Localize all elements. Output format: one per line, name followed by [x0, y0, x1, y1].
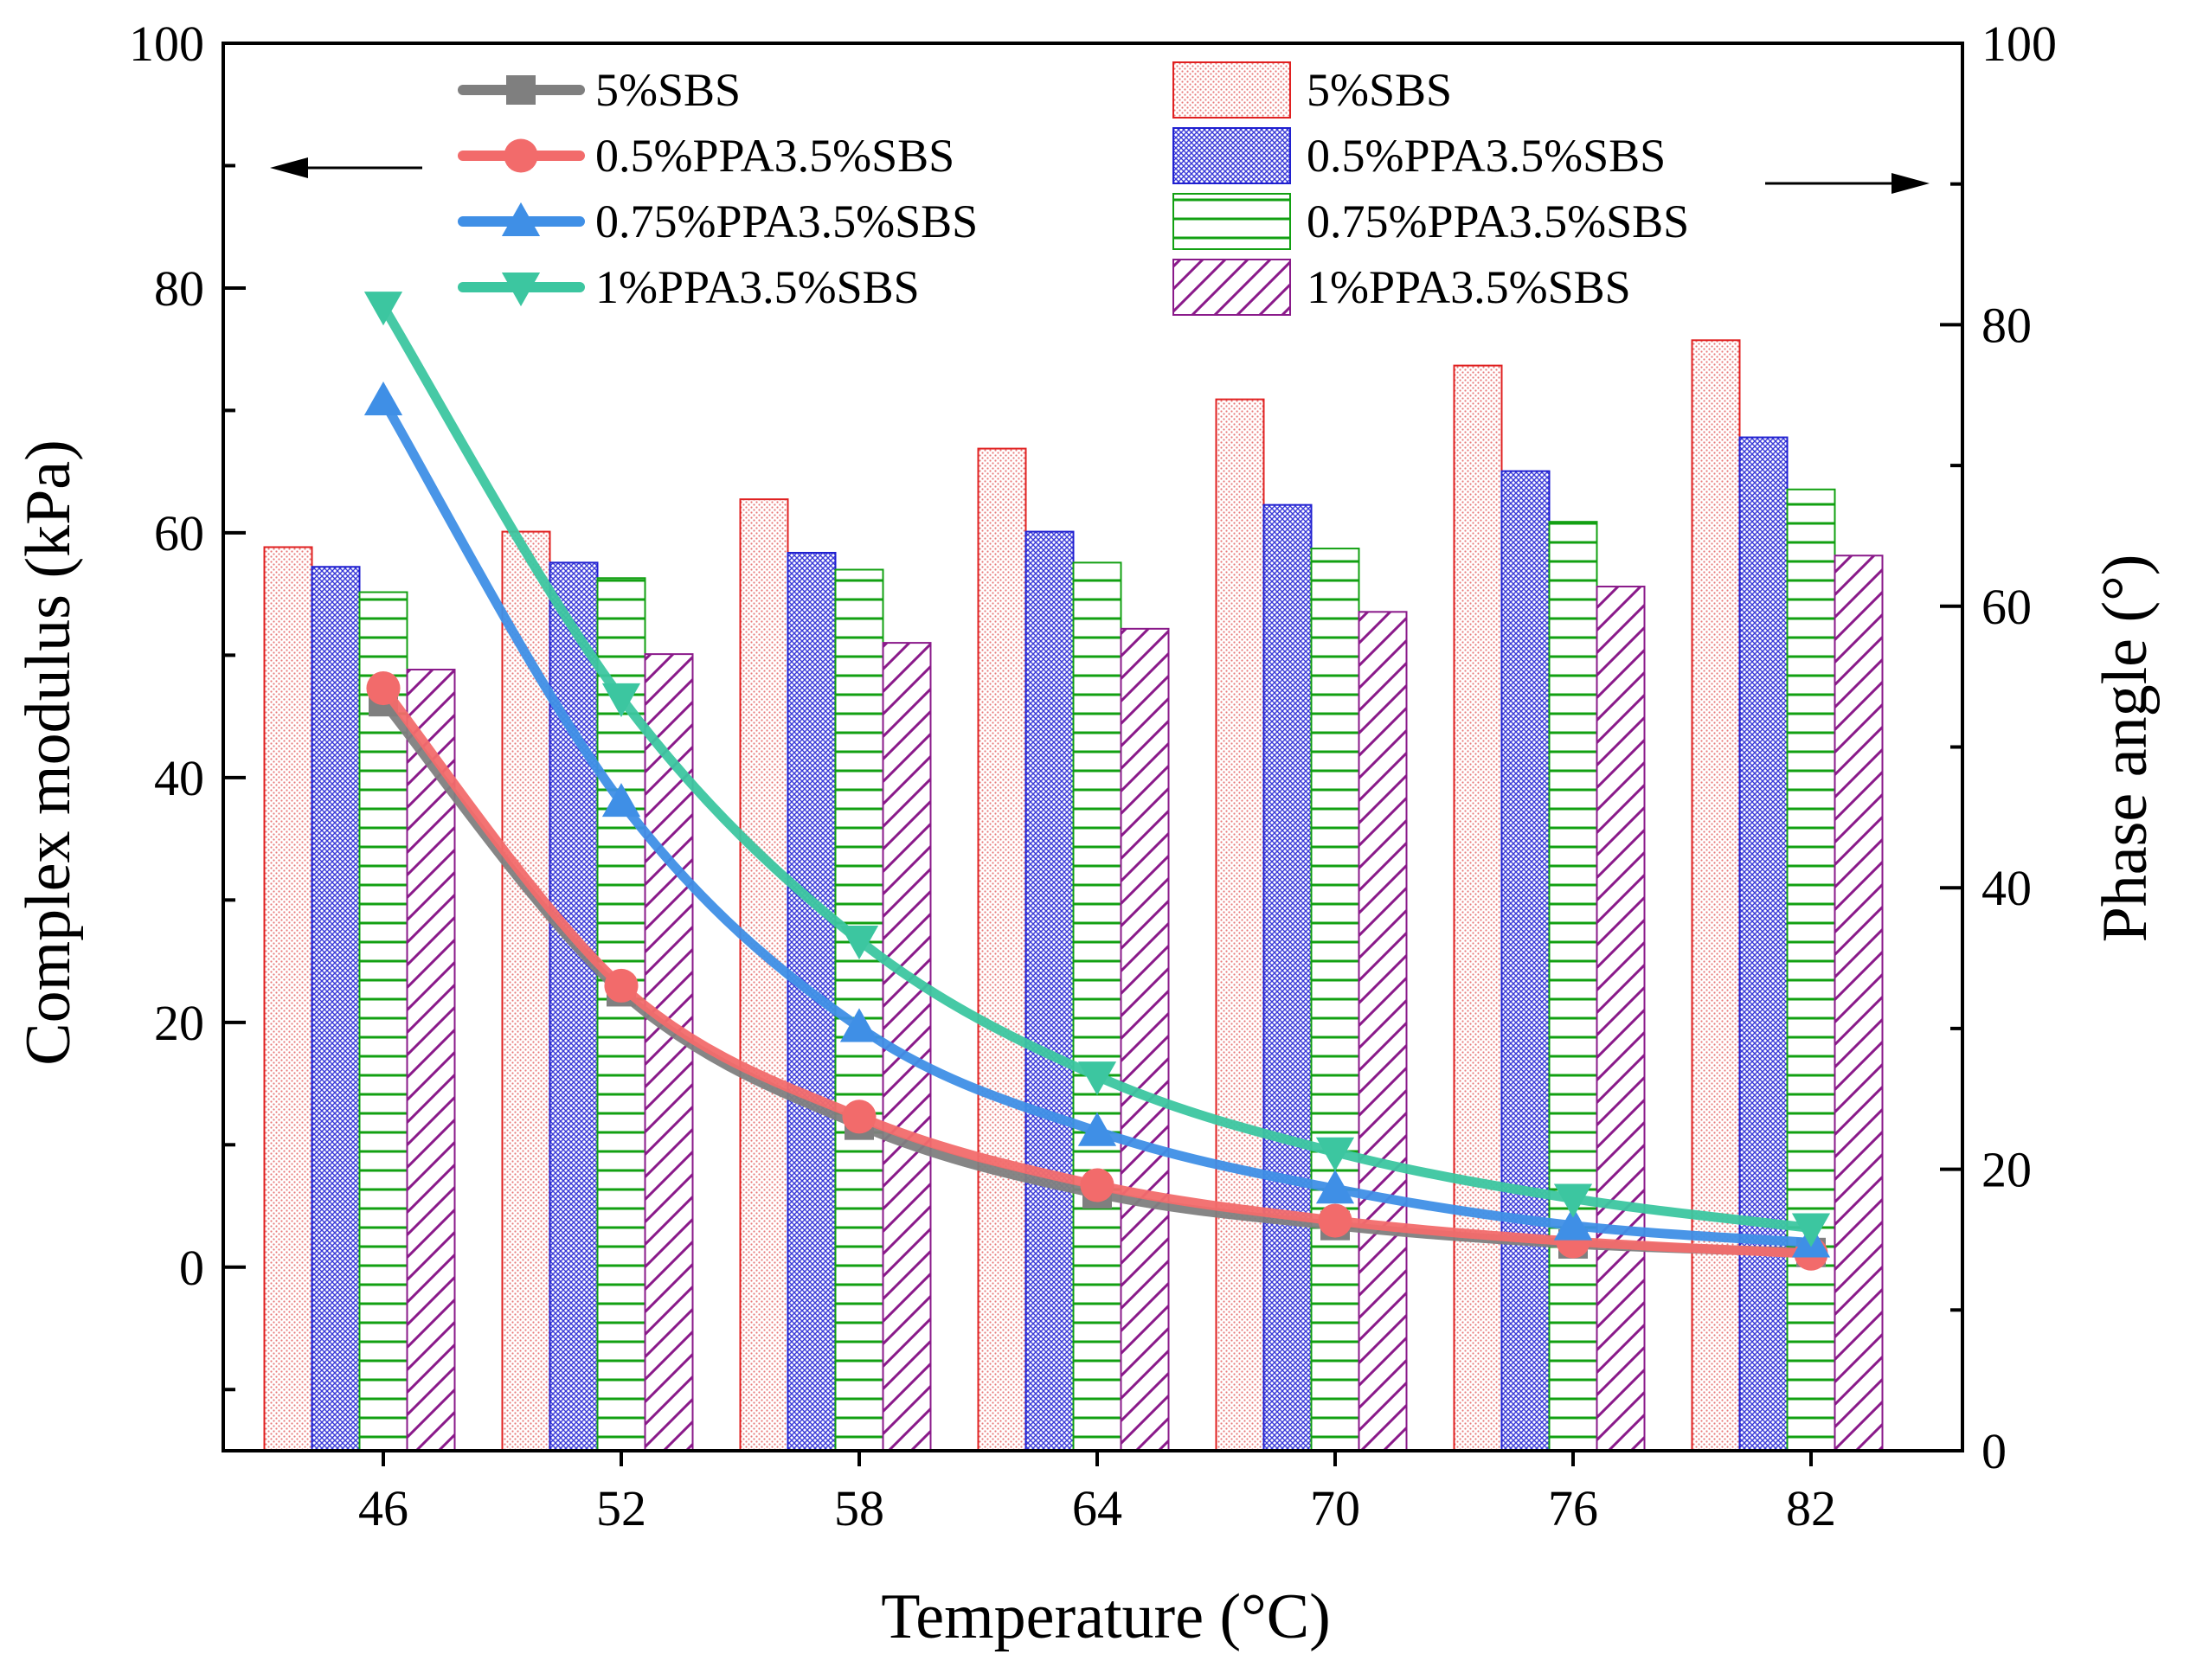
legend-marker-triangle-down [501, 273, 541, 307]
bar-crosshatch-46 [311, 566, 361, 1452]
bar-crosshatch-52 [549, 561, 599, 1452]
left-tick-label: 0 [179, 1240, 204, 1296]
bar-diagonal-76 [1596, 586, 1646, 1452]
legend-line-label: 0.75%PPA3.5%SBS [595, 196, 978, 247]
marker-triangle-up-76 [1553, 1206, 1593, 1241]
right-tick-label: 80 [1981, 297, 2032, 353]
legend-bar-label: 5%SBS [1307, 64, 1452, 116]
left-tick-label: 20 [154, 995, 204, 1051]
bar-crosshatch-64 [1024, 530, 1075, 1452]
legend-bar-label: 1%PPA3.5%SBS [1307, 261, 1631, 313]
bar-diagonal-52 [644, 653, 694, 1452]
lines-layer [363, 292, 1831, 1271]
right-tick-label: 20 [1981, 1142, 2032, 1198]
marker-circle-64 [1080, 1168, 1114, 1202]
bar-dots-52 [501, 530, 551, 1452]
bar-crosshatch-82 [1738, 436, 1789, 1452]
bar-horizontal-70 [1310, 548, 1360, 1452]
legend-bar-label: 0.75%PPA3.5%SBS [1307, 196, 1689, 247]
bar-dots-82 [1691, 339, 1741, 1452]
marker-triangle-down-46 [363, 292, 403, 326]
axis-arrows [270, 157, 1930, 194]
legend-marker-triangle-up [501, 202, 541, 236]
right-tick-label: 60 [1981, 579, 2032, 635]
marker-triangle-up-52 [601, 783, 641, 818]
legend-bar-label: 0.5%PPA3.5%SBS [1307, 130, 1666, 182]
line-series-4 [378, 301, 1816, 1234]
left-tick-label: 80 [154, 260, 204, 317]
x-tick-label: 64 [1072, 1480, 1122, 1536]
legend: 5%SBS 0.5%PPA3.5%SBS 0.75%PPA3.5%SBS 1%PPA3… [458, 61, 1689, 316]
bar-dots-70 [1215, 398, 1265, 1452]
marker-circle-46 [366, 671, 401, 706]
bar-horizontal-76 [1548, 521, 1598, 1452]
x-tick-label: 82 [1786, 1480, 1836, 1536]
bar-dots-46 [263, 546, 313, 1452]
marker-triangle-down-82 [1791, 1213, 1831, 1247]
axis-labels: 0 20 40 60 80 100 0 20 40 60 80 100 46 52 58 64 70 76 82 Te… [13, 16, 2161, 1652]
marker-triangle-down-52 [601, 683, 641, 718]
marker-triangle-up-64 [1077, 1112, 1117, 1146]
marker-circle-70 [1318, 1203, 1352, 1238]
legend-line-label: 5%SBS [595, 64, 741, 116]
marker-triangle-down-70 [1315, 1137, 1355, 1171]
bar-horizontal-64 [1072, 561, 1122, 1452]
x-tick-label: 46 [358, 1480, 408, 1536]
bars-layer [263, 339, 1884, 1452]
bar-horizontal-82 [1786, 488, 1836, 1452]
bar-dots-76 [1453, 364, 1503, 1452]
left-axis-arrowhead [270, 157, 308, 178]
x-axis-title: Temperature (°C) [881, 1581, 1331, 1652]
right-tick-label: 40 [1981, 860, 2032, 916]
legend-bar-swatch-horizontal [1172, 193, 1291, 250]
bar-dots-64 [977, 447, 1027, 1452]
legend-marker-circle [504, 138, 538, 173]
bar-dots-58 [739, 498, 789, 1452]
x-tick-label: 58 [834, 1480, 884, 1536]
bar-diagonal-70 [1358, 611, 1408, 1452]
bar-crosshatch-76 [1500, 470, 1551, 1452]
line-series-3 [378, 395, 1816, 1247]
legend-bar-swatch-crosshatch [1172, 127, 1291, 184]
left-tick-label: 40 [154, 750, 204, 806]
bar-horizontal-46 [358, 591, 408, 1452]
legend-bar-swatch-diagonal [1172, 259, 1291, 316]
marker-triangle-up-46 [363, 382, 403, 416]
left-tick-label: 60 [154, 505, 204, 561]
x-tick-label: 52 [596, 1480, 646, 1536]
left-tick-label: 100 [129, 16, 204, 72]
legend-marker-square [506, 75, 536, 105]
right-axis-title: Phase angle (°) [2090, 555, 2161, 943]
bar-diagonal-64 [1120, 627, 1170, 1452]
marker-triangle-down-76 [1553, 1183, 1593, 1218]
axis-ticks [223, 42, 1962, 1466]
marker-circle-52 [604, 968, 639, 1003]
marker-triangle-down-58 [839, 926, 879, 960]
x-tick-label: 76 [1548, 1480, 1598, 1536]
marker-triangle-up-70 [1315, 1170, 1355, 1204]
bar-diagonal-82 [1834, 555, 1884, 1452]
left-axis-title: Complex modulus (kPa) [13, 439, 84, 1066]
marker-triangle-down-64 [1077, 1061, 1117, 1096]
x-tick-label: 70 [1310, 1480, 1360, 1536]
right-tick-label: 0 [1981, 1423, 2007, 1479]
legend-line-label: 0.5%PPA3.5%SBS [595, 130, 954, 182]
right-axis-arrowhead [1891, 173, 1930, 194]
marker-triangle-up-58 [839, 1008, 879, 1042]
right-tick-label: 100 [1981, 16, 2057, 72]
bar-crosshatch-70 [1262, 503, 1313, 1452]
legend-line-label: 1%PPA3.5%SBS [595, 261, 920, 313]
marker-circle-58 [842, 1100, 877, 1134]
legend-bar-swatch-dots [1172, 61, 1291, 119]
